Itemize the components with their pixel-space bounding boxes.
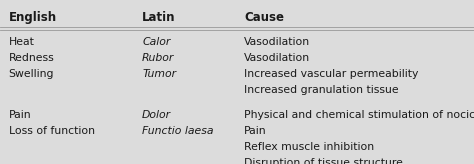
Text: Pain: Pain bbox=[9, 110, 31, 120]
Text: Heat: Heat bbox=[9, 37, 35, 47]
Text: Vasodilation: Vasodilation bbox=[244, 53, 310, 63]
Text: Latin: Latin bbox=[142, 11, 176, 24]
Text: Physical and chemical stimulation of nociceptors: Physical and chemical stimulation of noc… bbox=[244, 110, 474, 120]
Text: Calor: Calor bbox=[142, 37, 171, 47]
Text: Reflex muscle inhibition: Reflex muscle inhibition bbox=[244, 142, 374, 152]
Text: Cause: Cause bbox=[244, 11, 284, 24]
Text: Rubor: Rubor bbox=[142, 53, 174, 63]
Text: English: English bbox=[9, 11, 57, 24]
Text: Vasodilation: Vasodilation bbox=[244, 37, 310, 47]
Text: Increased granulation tissue: Increased granulation tissue bbox=[244, 85, 399, 95]
Text: Loss of function: Loss of function bbox=[9, 126, 94, 136]
Text: Pain: Pain bbox=[244, 126, 267, 136]
Text: Disruption of tissue structure: Disruption of tissue structure bbox=[244, 158, 403, 164]
Text: Tumor: Tumor bbox=[142, 69, 176, 79]
Text: Redness: Redness bbox=[9, 53, 55, 63]
Text: Increased vascular permeability: Increased vascular permeability bbox=[244, 69, 419, 79]
Text: Functio laesa: Functio laesa bbox=[142, 126, 214, 136]
Text: Dolor: Dolor bbox=[142, 110, 171, 120]
Text: Swelling: Swelling bbox=[9, 69, 54, 79]
